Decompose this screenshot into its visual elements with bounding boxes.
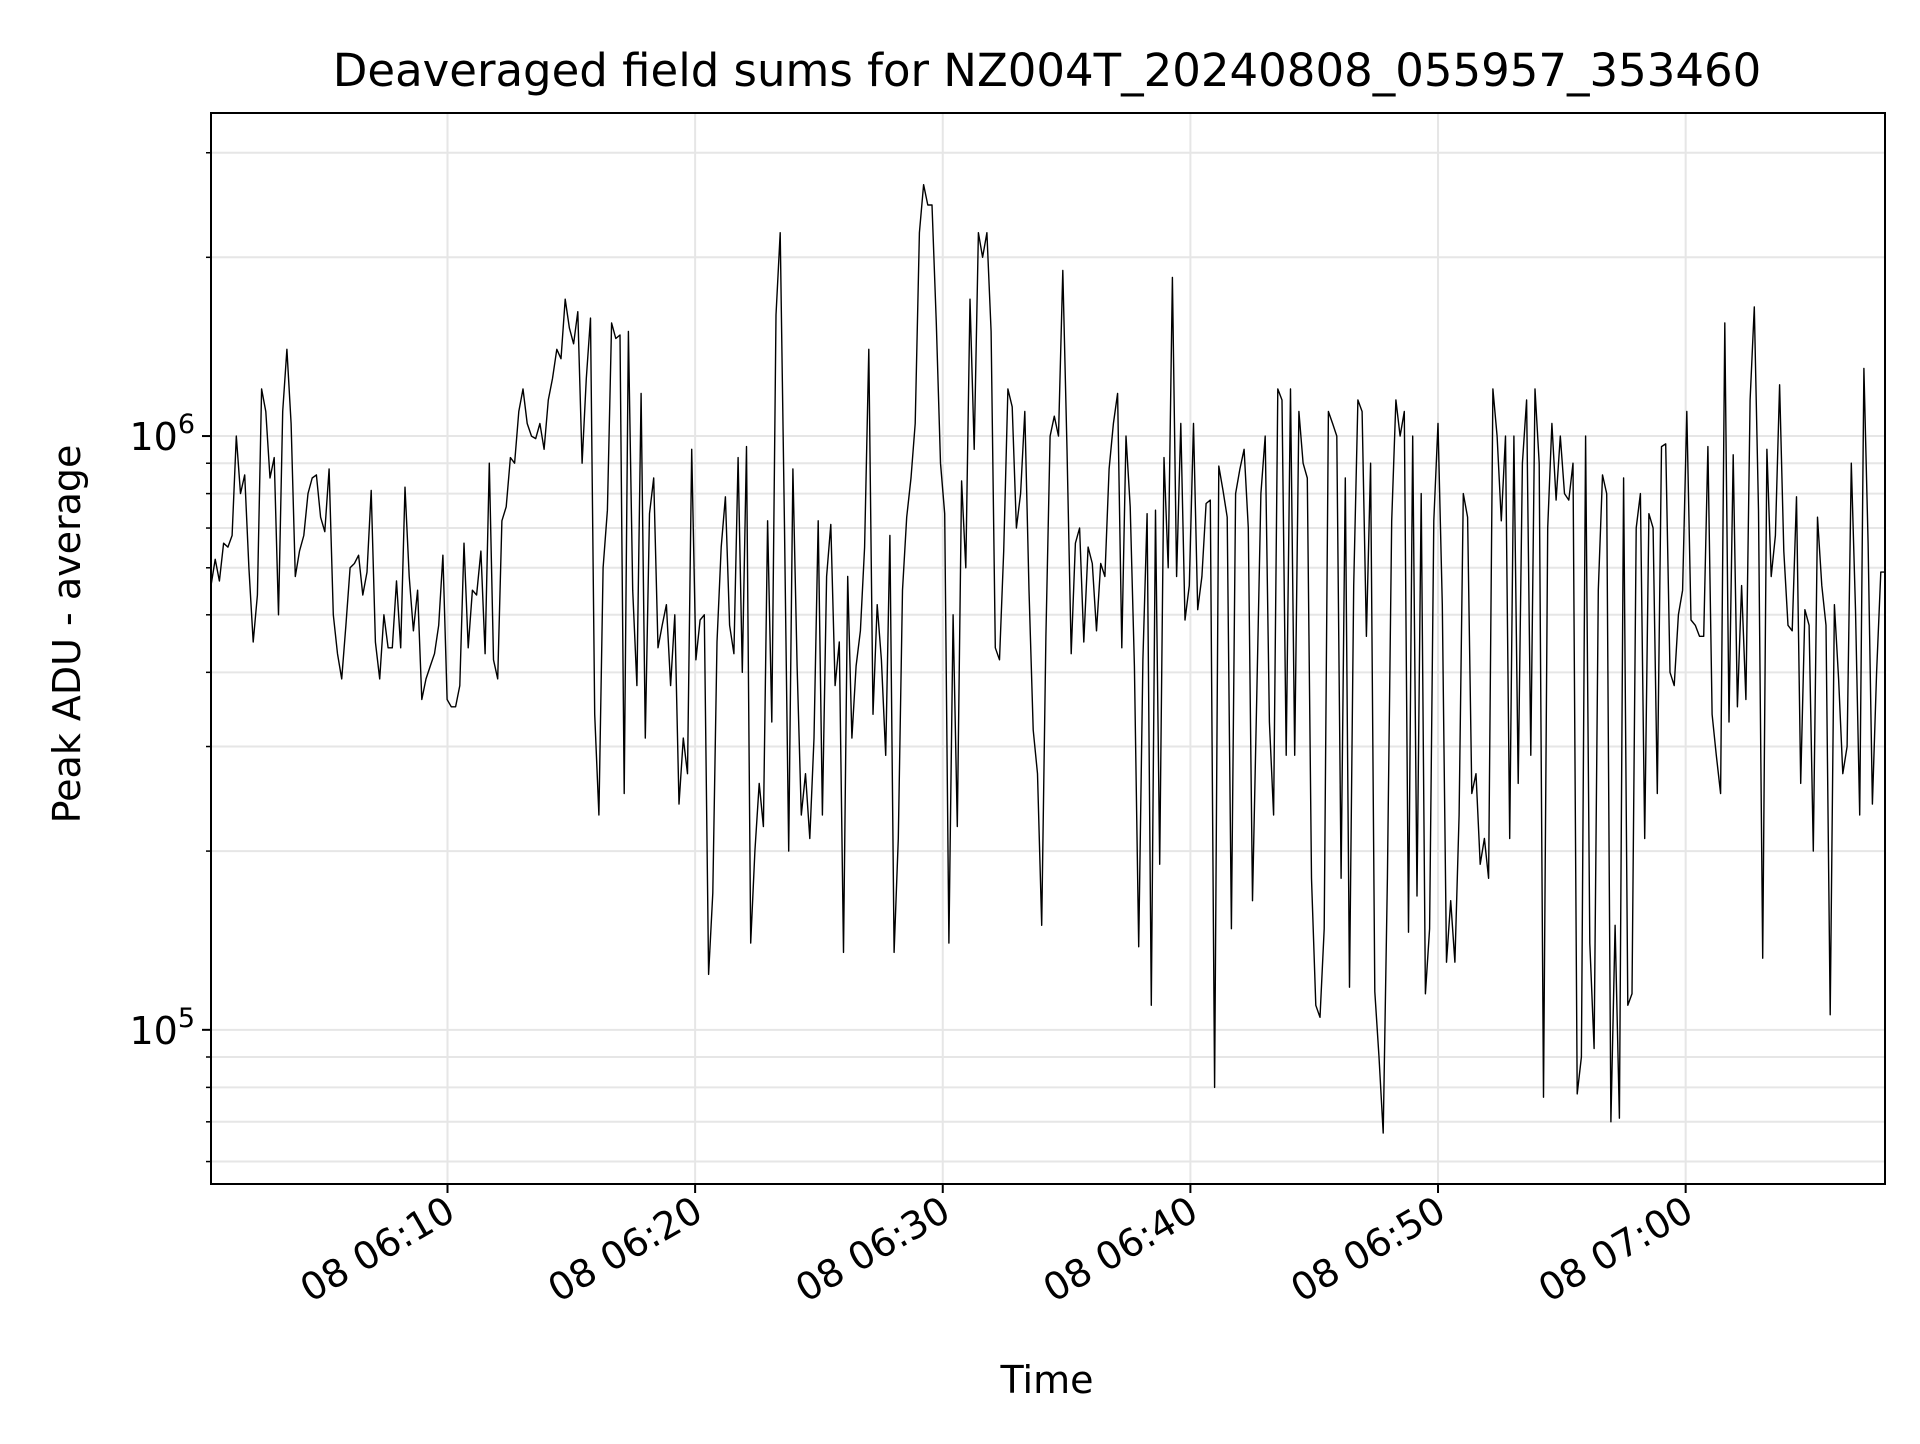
axes-frame [210,112,1886,1185]
data-series-line [210,183,1885,1134]
y-axis-label: Peak ADU - average [45,445,89,824]
plot-area [210,183,1885,1134]
chart-title: Deaveraged field sums for NZ004T_2024080… [333,44,1762,97]
x-axis-label: Time [1000,1358,1094,1402]
